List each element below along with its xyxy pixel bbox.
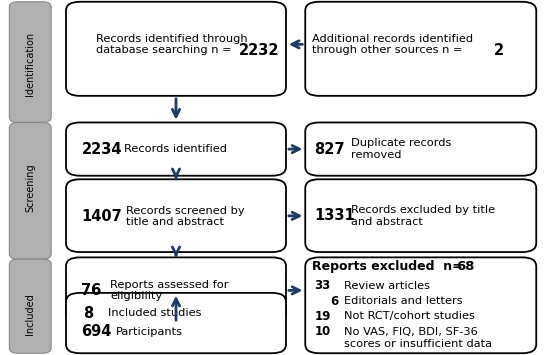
- Text: Editorials and letters: Editorials and letters: [344, 296, 463, 306]
- Text: 6: 6: [330, 295, 338, 307]
- Text: Not RCT/cohort studies: Not RCT/cohort studies: [344, 311, 475, 321]
- Text: 2232: 2232: [239, 43, 280, 58]
- Text: Reports assessed for
eligibility: Reports assessed for eligibility: [110, 280, 228, 301]
- Text: 68: 68: [456, 261, 475, 273]
- FancyBboxPatch shape: [66, 293, 286, 353]
- FancyBboxPatch shape: [9, 259, 51, 353]
- FancyBboxPatch shape: [9, 2, 51, 122]
- Text: No VAS, FIQ, BDI, SF-36: No VAS, FIQ, BDI, SF-36: [344, 327, 477, 337]
- Text: Records identified: Records identified: [124, 144, 227, 154]
- Text: 694: 694: [81, 324, 112, 339]
- FancyBboxPatch shape: [66, 179, 286, 252]
- FancyBboxPatch shape: [66, 122, 286, 176]
- FancyBboxPatch shape: [9, 122, 51, 259]
- FancyBboxPatch shape: [66, 257, 286, 323]
- Text: Reports excluded  n=: Reports excluded n=: [312, 261, 468, 273]
- Text: Duplicate records
removed: Duplicate records removed: [351, 138, 451, 160]
- FancyBboxPatch shape: [305, 2, 536, 96]
- Text: 33: 33: [315, 279, 331, 292]
- Text: 8: 8: [84, 306, 94, 321]
- Text: Records identified through
database searching n =: Records identified through database sear…: [96, 34, 248, 55]
- Text: 76: 76: [81, 283, 102, 298]
- FancyBboxPatch shape: [66, 2, 286, 96]
- Text: Included studies: Included studies: [108, 308, 202, 318]
- Text: 2: 2: [494, 43, 504, 58]
- Text: 2234: 2234: [81, 142, 122, 157]
- Text: 19: 19: [315, 310, 331, 323]
- Text: 827: 827: [315, 142, 345, 157]
- Text: Additional records identified
through other sources n =: Additional records identified through ot…: [312, 34, 474, 55]
- Text: Included: Included: [25, 293, 35, 335]
- Text: Participants: Participants: [116, 327, 183, 337]
- Text: 1331: 1331: [315, 208, 355, 223]
- Text: 1407: 1407: [81, 209, 122, 224]
- Text: Review articles: Review articles: [344, 281, 430, 291]
- FancyBboxPatch shape: [305, 122, 536, 176]
- Text: Screening: Screening: [25, 164, 35, 212]
- Text: scores or insufficient data: scores or insufficient data: [344, 339, 492, 349]
- Text: Identification: Identification: [25, 32, 35, 96]
- Text: Records excluded by title
and abstract: Records excluded by title and abstract: [351, 205, 495, 226]
- Text: Records screened by
title and abstract: Records screened by title and abstract: [126, 206, 245, 227]
- FancyBboxPatch shape: [305, 179, 536, 252]
- FancyBboxPatch shape: [305, 257, 536, 353]
- Text: 10: 10: [315, 325, 331, 338]
